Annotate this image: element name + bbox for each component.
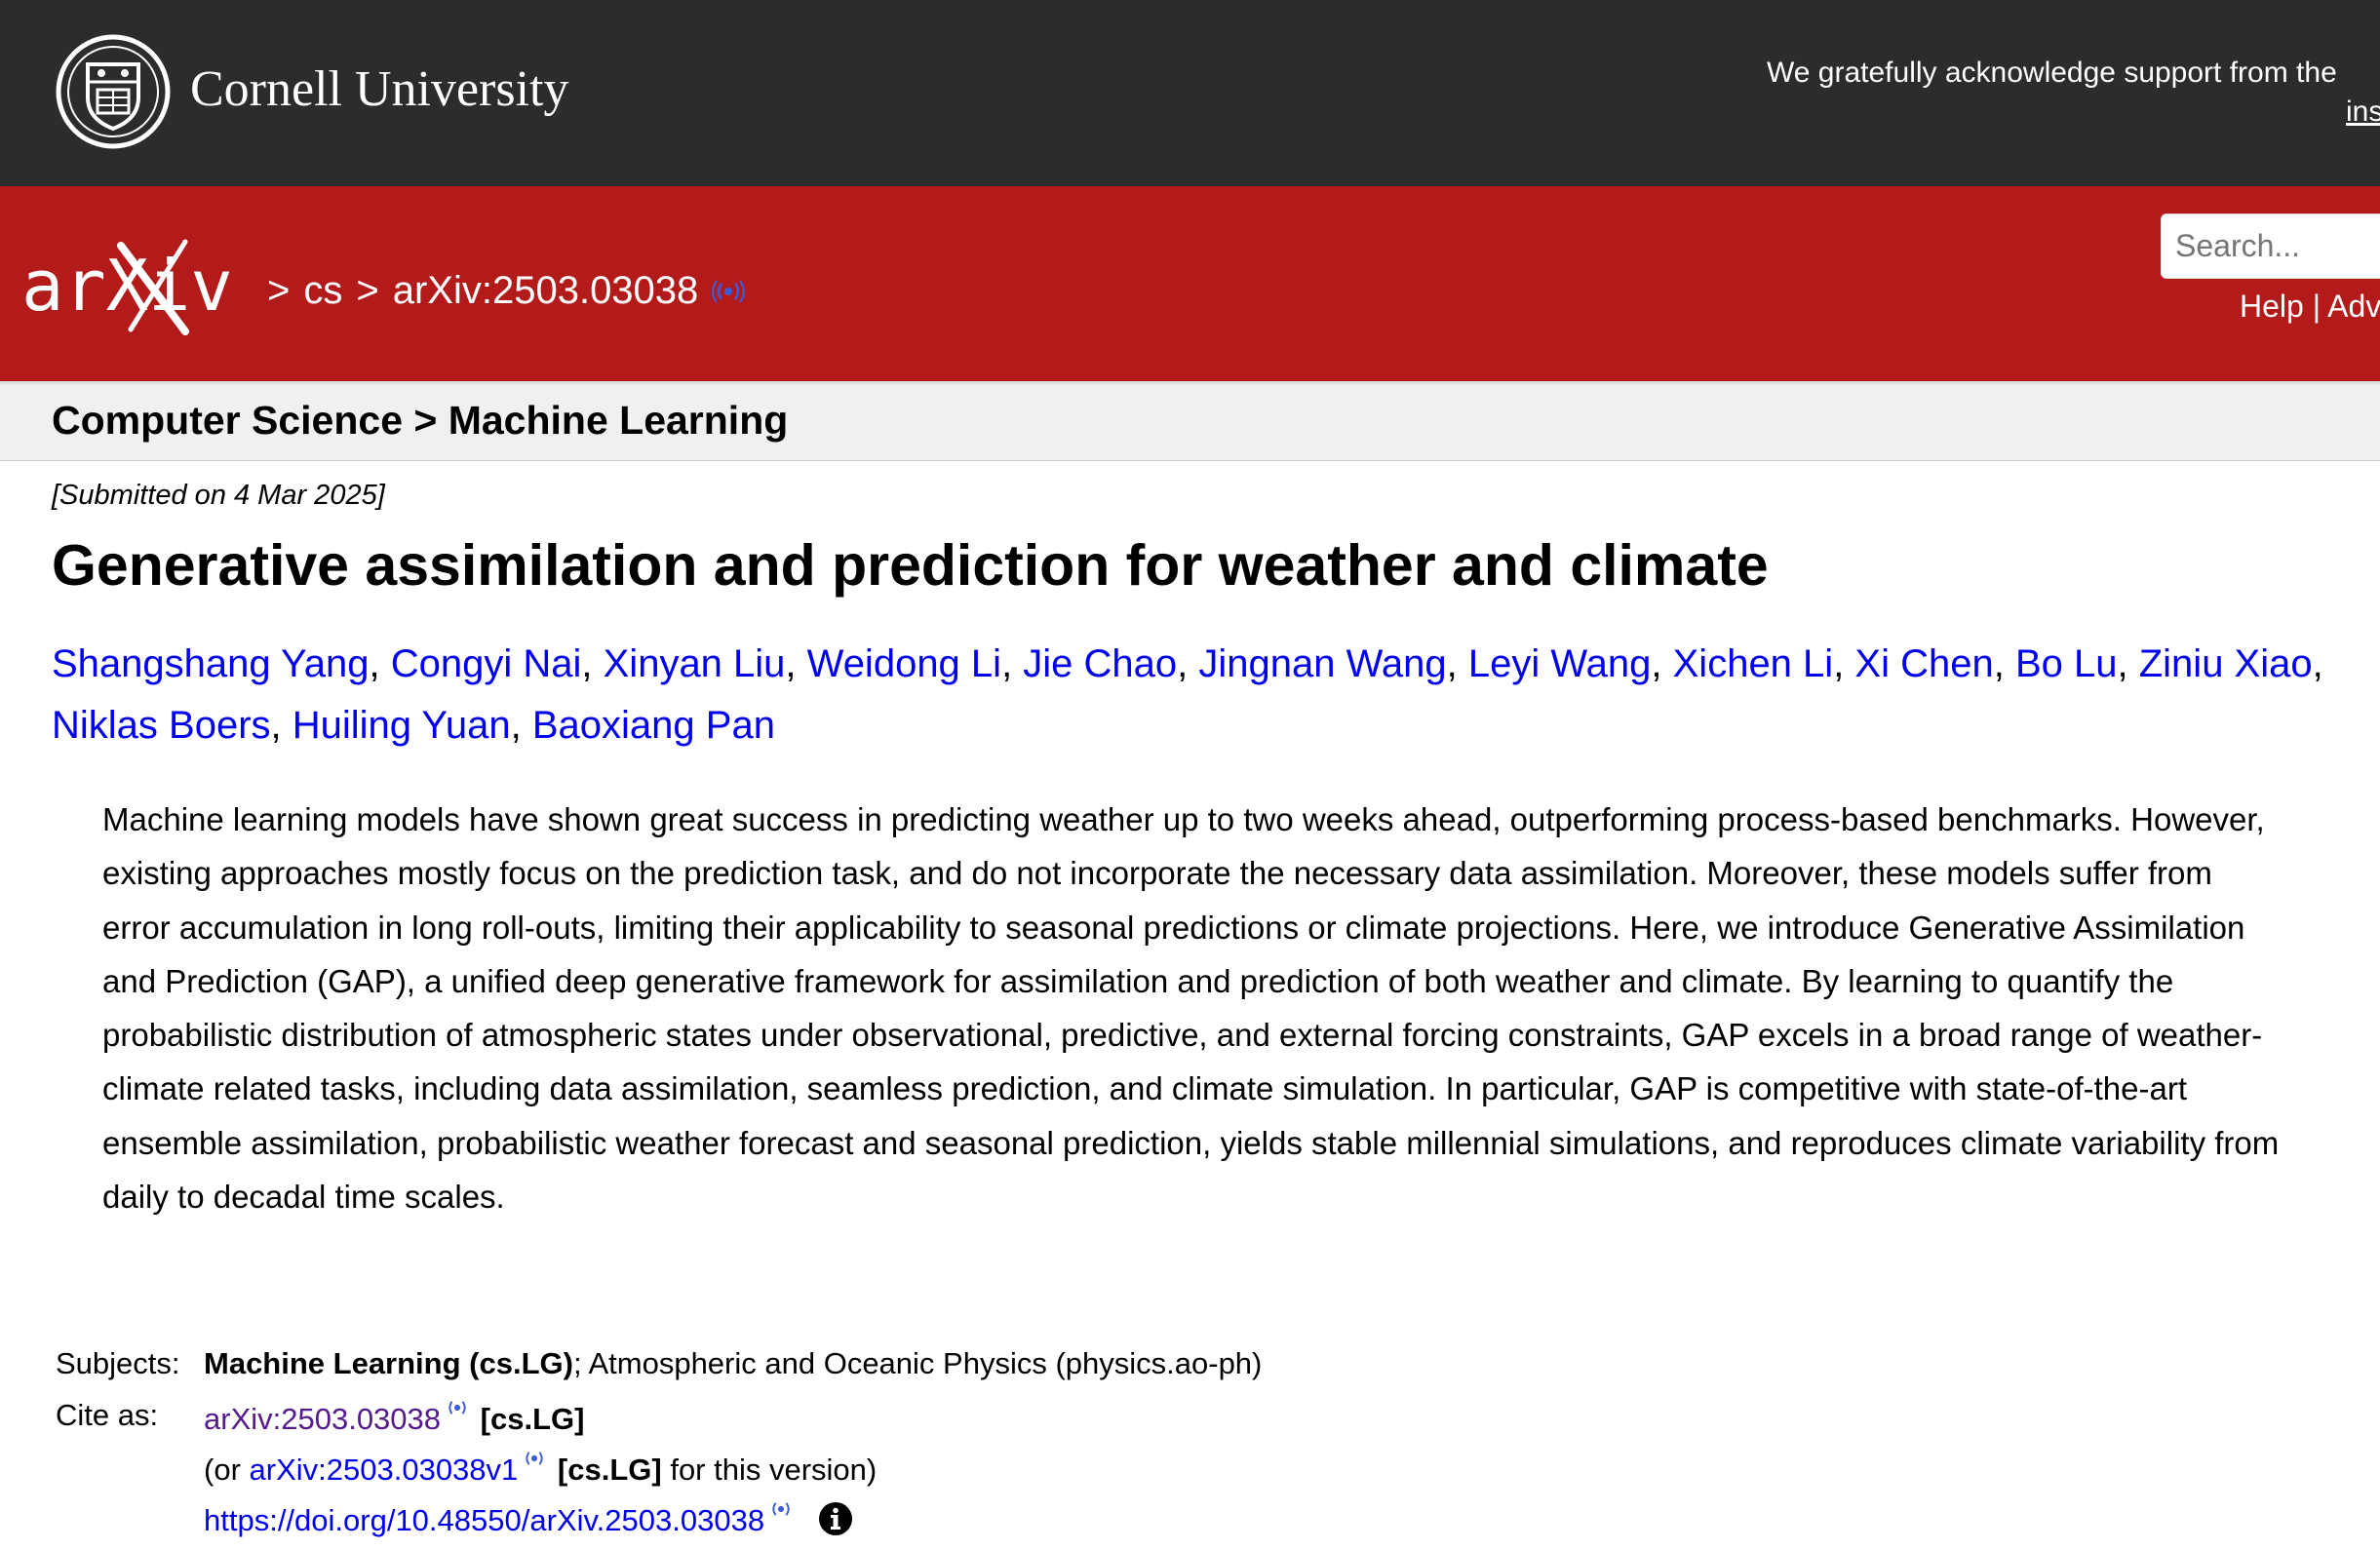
cite-label: Cite as: xyxy=(56,1398,159,1432)
doi-line: https://doi.org/10.48550/arXiv.2503.0303… xyxy=(204,1499,853,1538)
top-banner xyxy=(0,0,2380,186)
author-separator: , xyxy=(1001,642,1024,685)
primary-subject: Machine Learning (cs.LG) xyxy=(204,1346,573,1380)
info-icon[interactable] xyxy=(818,1501,853,1536)
author-link[interactable]: Xichen Li xyxy=(1672,642,1834,685)
author-link[interactable]: Niklas Boers xyxy=(52,704,271,747)
advanced-search-link[interactable]: Adv xyxy=(2327,289,2380,324)
help-link[interactable]: Help xyxy=(2240,289,2304,324)
breadcrumb: > cs > arXiv:2503.03038 xyxy=(267,269,746,313)
signal-icon[interactable] xyxy=(712,279,746,304)
search-input[interactable] xyxy=(2161,213,2380,279)
arxiv-logo-icon[interactable]: arXiv xyxy=(21,234,261,341)
author-separator: , xyxy=(2312,642,2323,685)
author-separator: , xyxy=(510,704,532,747)
signal-icon[interactable] xyxy=(443,1398,472,1417)
university-name[interactable]: Cornell University xyxy=(190,61,569,117)
breadcrumb-category-link[interactable]: cs xyxy=(303,269,343,312)
version-suffix: for this version) xyxy=(670,1453,878,1487)
help-divider: | xyxy=(2312,289,2321,324)
cite-tag: [cs.LG] xyxy=(480,1402,585,1436)
breadcrumb-separator: > xyxy=(267,269,291,312)
cite-id-link[interactable]: arXiv:2503.03038 xyxy=(204,1402,442,1436)
author-separator: , xyxy=(1993,642,2015,685)
author-separator: , xyxy=(1446,642,1468,685)
acknowledgement-link[interactable]: ins xyxy=(2346,96,2380,128)
author-separator: , xyxy=(581,642,604,685)
author-link[interactable]: Shangshang Yang xyxy=(52,642,370,685)
acknowledgement-text: We gratefully acknowledge support from t… xyxy=(1767,57,2337,89)
author-separator: , xyxy=(2117,642,2139,685)
author-link[interactable]: Ziniu Xiao xyxy=(2138,642,2313,685)
author-separator: , xyxy=(369,642,391,685)
author-link[interactable]: Xinyan Liu xyxy=(603,642,786,685)
author-link[interactable]: Jingnan Wang xyxy=(1198,642,1447,685)
author-separator: , xyxy=(1651,642,1673,685)
cite-value: arXiv:2503.03038 [cs.LG] xyxy=(204,1398,584,1437)
author-separator: , xyxy=(1833,642,1855,685)
author-link[interactable]: Xi Chen xyxy=(1854,642,1994,685)
author-link[interactable]: Congyi Nai xyxy=(390,642,582,685)
signal-icon[interactable] xyxy=(766,1499,796,1519)
author-separator: , xyxy=(1177,642,1199,685)
author-link[interactable]: Jie Chao xyxy=(1023,642,1178,685)
author-separator: , xyxy=(270,704,293,747)
author-separator: , xyxy=(785,642,807,685)
breadcrumb-separator: > xyxy=(356,269,379,312)
cornell-seal-icon[interactable] xyxy=(55,33,172,150)
abstract: Machine learning models have shown great… xyxy=(102,801,2280,1216)
subject-heading: Computer Science > Machine Learning xyxy=(52,398,789,443)
secondary-subjects: ; Atmospheric and Oceanic Physics (physi… xyxy=(572,1346,1263,1380)
paper-title: Generative assimilation and prediction f… xyxy=(52,533,1769,598)
version-id-link[interactable]: arXiv:2503.03038v1 xyxy=(249,1453,519,1487)
author-link[interactable]: Bo Lu xyxy=(2014,642,2118,685)
signal-icon[interactable] xyxy=(520,1449,549,1468)
subjects-value: Machine Learning (cs.LG); Atmospheric an… xyxy=(204,1346,1262,1381)
arxiv-header xyxy=(0,186,2380,381)
version-tag: [cs.LG] xyxy=(557,1453,662,1487)
author-link[interactable]: Huiling Yuan xyxy=(292,704,511,747)
help-links: Help | Adv xyxy=(2240,289,2380,325)
submission-date: [Submitted on 4 Mar 2025] xyxy=(52,480,385,511)
version-line: (or arXiv:2503.03038v1 [cs.LG] for this … xyxy=(204,1449,877,1488)
subjects-label: Subjects: xyxy=(56,1346,180,1380)
author-link[interactable]: Weidong Li xyxy=(806,642,1002,685)
subject-header-bar xyxy=(0,381,2380,461)
version-prefix: (or xyxy=(204,1453,241,1487)
doi-link[interactable]: https://doi.org/10.48550/arXiv.2503.0303… xyxy=(204,1503,765,1537)
breadcrumb-paper-id[interactable]: arXiv:2503.03038 xyxy=(392,269,699,312)
author-link[interactable]: Leyi Wang xyxy=(1467,642,1652,685)
author-link[interactable]: Baoxiang Pan xyxy=(531,704,775,747)
author-list: Shangshang Yang, Congyi Nai, Xinyan Liu,… xyxy=(52,634,2362,756)
